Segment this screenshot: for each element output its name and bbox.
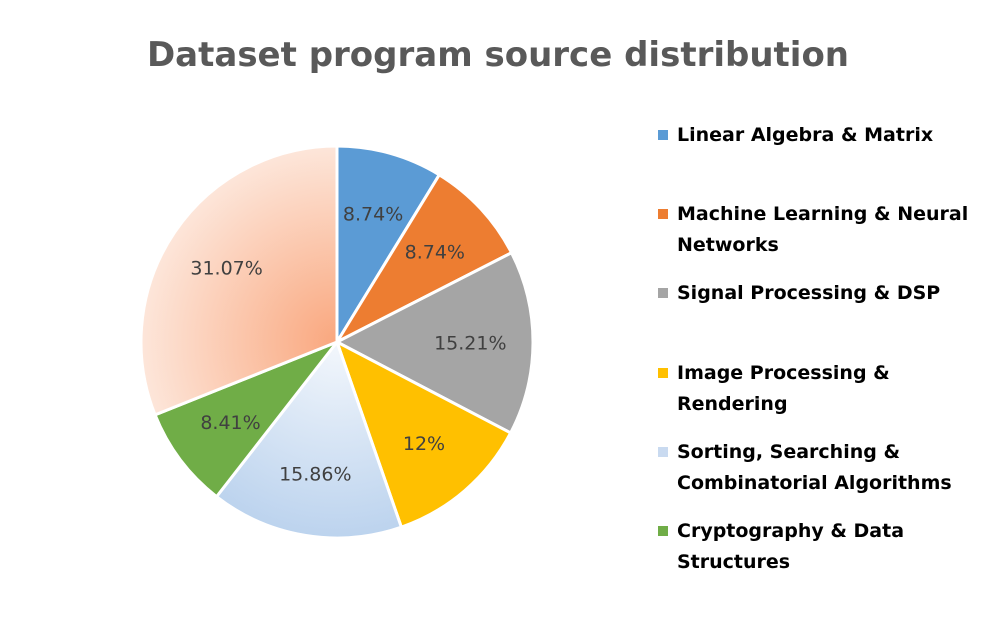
- legend-label-5-line-1: Sorting, Searching &: [677, 441, 900, 463]
- legend-swatch-4: [658, 368, 668, 378]
- data-label-1: 8.74%: [343, 204, 403, 226]
- data-label-4: 12%: [403, 433, 445, 455]
- pie-slice-6: [153, 340, 339, 499]
- pie-slices: [139, 144, 535, 540]
- legend-label-2-line-1: Machine Learning & Neural: [677, 203, 968, 225]
- legend-label-1-line-1: Linear Algebra & Matrix: [677, 124, 933, 146]
- legend-label-3-line-1: Signal Processing & DSP: [677, 282, 940, 304]
- pie-slice-2: [335, 173, 513, 344]
- legend-label-4-line-1: Image Processing &: [677, 362, 890, 384]
- legend-label-4-line-2: Rendering: [677, 393, 788, 415]
- data-label-3: 15.21%: [434, 333, 506, 355]
- data-label-6: 8.41%: [200, 412, 260, 434]
- pie-slice-7: [139, 144, 339, 417]
- pie-slice-4: [335, 340, 513, 529]
- legend: Linear Algebra & Matrix Machine Learning …: [658, 124, 968, 573]
- legend-label-6-line-1: Cryptography & Data: [677, 520, 904, 542]
- data-label-5: 15.86%: [279, 464, 351, 486]
- pie-slice-5: [215, 340, 403, 540]
- legend-swatch-5: [658, 447, 668, 457]
- pie-data-labels: 8.74%8.74% 15.21% 12% 15.86% 8.41% 31.07%: [190, 204, 506, 486]
- legend-label-2-line-2: Networks: [677, 234, 779, 256]
- legend-swatch-2: [658, 209, 668, 219]
- pie-slice-1: [335, 144, 441, 344]
- data-label-7: 31.07%: [190, 257, 262, 279]
- pie-slice-3: [335, 251, 535, 435]
- legend-swatch-6: [658, 526, 668, 536]
- data-label-2: 8.74%: [405, 241, 465, 263]
- legend-label-5-line-2: Combinatorial Algorithms: [677, 472, 952, 494]
- legend-swatch-3: [658, 288, 668, 298]
- legend-label-6-line-2: Structures: [677, 551, 790, 573]
- chart-title: Dataset program source distribution: [147, 35, 849, 75]
- legend-swatch-1: [658, 130, 668, 140]
